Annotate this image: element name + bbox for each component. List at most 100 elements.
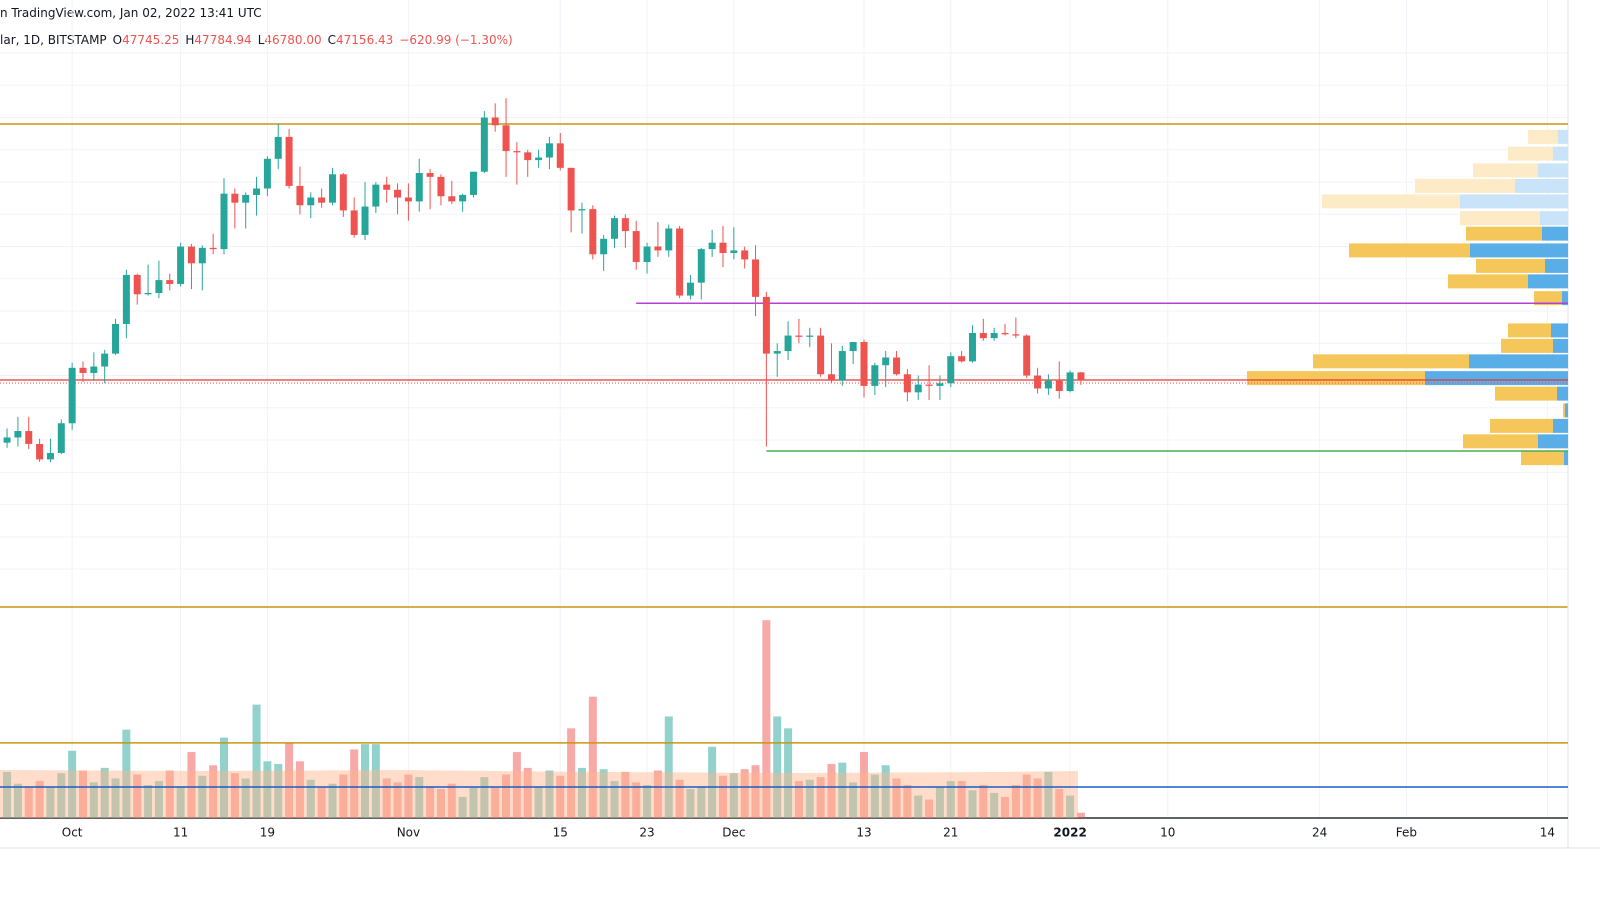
candle-body [448,196,456,202]
profile-up [1463,434,1538,449]
volume-bar [881,765,890,818]
volume-bar [317,787,326,818]
volume-bar [176,786,185,818]
volume-bar [68,750,77,818]
candle-body [459,194,467,202]
candle-body [589,209,597,255]
volume-bar [827,763,836,818]
candle-body [112,323,120,354]
x-tick-label: 13 [856,826,871,840]
profile-down [1562,291,1568,306]
volume-bar [925,799,934,818]
volume-bar [122,729,131,818]
source-line: n TradingView.com, Jan 02, 2022 13:41 UT… [0,6,262,20]
candle-body [372,184,380,207]
candle-body [166,280,174,284]
volume-bar [1055,788,1064,818]
ohlc-value: 47156.43 [336,33,394,47]
ohlc: O47745.25 H47784.94 L46780.00 C47156.43 [107,33,394,47]
candle-body [502,125,510,152]
volume-bar [903,785,912,818]
volume-bar [209,765,218,818]
candle-body [676,228,684,296]
volume-bar [794,781,803,818]
profile-down [1565,403,1568,418]
volume-bar [426,786,435,818]
profile-up [1466,226,1542,241]
ohlc-line: lar, 1D, BITSTAMP O47745.25 H47784.94 L467… [0,33,513,47]
profile-up [1563,403,1565,418]
x-tick-label: 23 [639,826,654,840]
volume-bar [664,716,673,818]
profile-down [1528,274,1568,289]
candle-body [307,197,315,206]
volume-bar [220,737,228,818]
profile-down [1469,354,1568,369]
candle-body [68,367,76,424]
volume-bar [404,774,413,818]
candle-body [46,452,54,460]
profile-down [1515,178,1568,193]
grid [0,0,1568,818]
candle-body [480,117,488,172]
volume-bar [480,777,489,818]
x-tick-label: 11 [173,826,188,840]
volume-bar [946,781,955,818]
profile-down [1557,386,1568,401]
candle-body [90,366,98,373]
candle-body [3,437,11,443]
candle-body [383,184,391,190]
volume-bar [718,775,727,818]
candle-body [643,246,651,263]
volume-bar [643,785,652,818]
candle-body [231,193,239,203]
volume-bar [361,744,370,818]
volume-bar [100,767,109,818]
candle-body [25,431,33,444]
candle-body [14,431,22,438]
volume-bar [350,749,359,818]
volume-bar [252,704,261,818]
profile-down [1460,194,1568,209]
profile-up [1322,194,1460,209]
volume-bar [57,773,66,818]
profile-down [1551,323,1568,338]
volume-bar [577,767,586,818]
candle-body [426,173,434,177]
volume-bar [78,770,87,818]
volume-ma-area [0,770,1078,818]
candles [3,98,1085,462]
ohlc-key: H [185,33,195,47]
profile-up [1460,211,1540,226]
candle-body [795,335,803,337]
candle-body [784,335,792,352]
volume-bar [89,782,98,818]
x-tick-label: 2022 [1053,826,1086,840]
candle-body [871,365,879,386]
x-tick-label: Feb [1396,826,1417,840]
candle-body [741,250,749,260]
volume-bar [458,796,467,818]
candle-body [686,282,694,296]
volume-bar [534,786,543,818]
candle-body [198,247,206,264]
candle-body [1023,335,1031,376]
candle-body [578,209,586,211]
candle-body [1066,372,1074,392]
candle-body [491,117,499,126]
volume-bar [187,752,196,818]
profile-up [1490,418,1553,433]
candle-body [524,152,532,161]
x-tick-label: 21 [943,826,958,840]
candle-body [133,274,141,295]
x-tick-label: Dec [722,826,745,840]
candle-body [719,242,727,253]
x-tick-label: 19 [260,826,275,840]
volume-bar [816,777,825,818]
profile-down [1558,129,1568,144]
volume-bar [740,769,749,818]
symbol: lar, 1D, BITSTAMP [0,33,107,47]
volume-bar [653,770,662,818]
candle-body [654,246,662,251]
